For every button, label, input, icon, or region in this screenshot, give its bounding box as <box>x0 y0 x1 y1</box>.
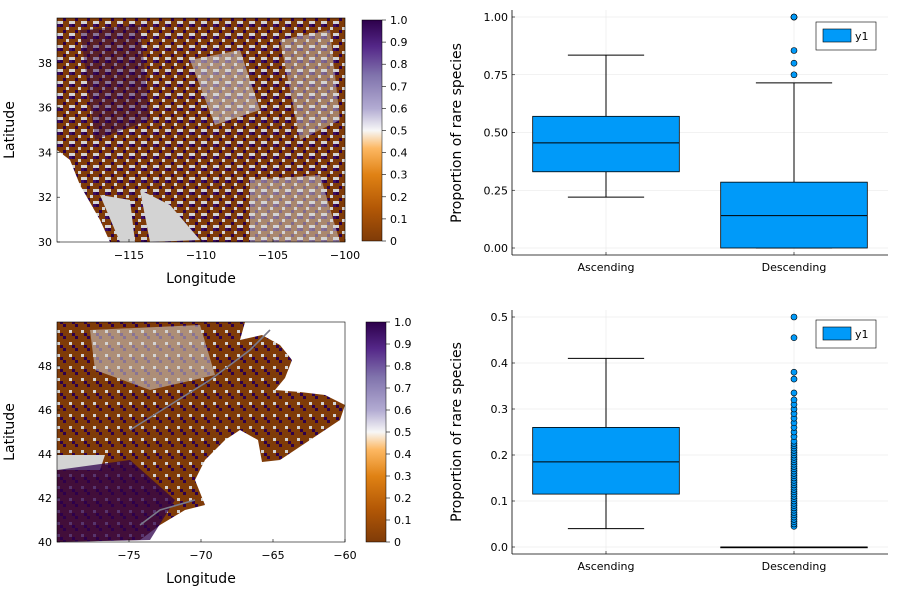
y-tick-label: 0.00 <box>484 242 509 255</box>
x-tick-label: Descending <box>762 261 827 274</box>
colorbar-tick-label: 0.6 <box>394 404 412 417</box>
heatmap-west-panel: −115 −110 −105 −100 30 32 34 36 38 Longitude La… <box>2 14 408 287</box>
y-tick-label: 0.50 <box>484 127 509 140</box>
outlier-point <box>791 397 797 403</box>
x-tick-label: Descending <box>762 560 827 573</box>
boxplot-top-legend-label: y1 <box>855 30 869 43</box>
x-tick-label: −60 <box>333 549 356 562</box>
y-tick-label: 42 <box>38 492 52 505</box>
y-tick-label: 44 <box>38 448 52 461</box>
y-tick-label: 0.1 <box>491 495 509 508</box>
box-descending <box>721 182 868 248</box>
colorbar-tick-label: 0.2 <box>390 191 408 204</box>
colorbar-tick-label: 0.9 <box>390 36 408 49</box>
boxplot-bottom-legend: y1 <box>816 320 876 348</box>
y-tick-label: 36 <box>38 102 52 115</box>
x-tick-label: Ascending <box>577 560 634 573</box>
boxplot-top-legend: y1 <box>816 22 876 50</box>
x-tick-label: −100 <box>330 249 360 262</box>
y-tick-label: 0.0 <box>491 541 509 554</box>
heatmap-west-ylabel: Latitude <box>2 101 18 159</box>
outlier-point <box>791 314 797 320</box>
colorbar-tick-label: 0.9 <box>394 338 412 351</box>
boxplot-top-legend-swatch <box>823 29 851 42</box>
colorbar-tick-label: 1.0 <box>394 316 412 329</box>
y-tick-label: 0.4 <box>491 357 509 370</box>
outlier-point <box>791 335 797 341</box>
heatmap-northeast-colorbar <box>366 322 386 542</box>
outlier-point <box>791 390 797 396</box>
colorbar-tick-label: 0.1 <box>390 213 408 226</box>
boxplot-bottom-legend-swatch <box>823 327 851 340</box>
outlier-point <box>791 72 797 78</box>
x-tick-label: −105 <box>258 249 288 262</box>
heatmap-west-xlabel: Longitude <box>166 271 236 287</box>
colorbar-tick-label: 0.1 <box>394 514 412 527</box>
colorbar-tick-label: 0 <box>390 235 397 248</box>
x-tick-label: −115 <box>114 249 144 262</box>
boxplot-bottom-panel: 0.0 0.1 0.2 0.3 0.4 0.5 Ascending Descending Pr… <box>449 310 888 573</box>
colorbar-tick-label: 0.3 <box>394 470 412 483</box>
x-tick-label: −70 <box>189 549 212 562</box>
boxplot-bottom-legend-label: y1 <box>855 328 869 341</box>
x-tick-label: −75 <box>117 549 140 562</box>
y-tick-label: 1.00 <box>484 11 509 24</box>
colorbar-tick-label: 0.2 <box>394 492 412 505</box>
y-tick-label: 34 <box>38 146 52 159</box>
y-tick-label: 40 <box>38 536 52 549</box>
heatmap-northeast-xlabel: Longitude <box>166 571 236 587</box>
outlier-point <box>791 60 797 66</box>
x-tick-label: Ascending <box>577 261 634 274</box>
heatmap-northeast-colorbar-ticks: 0 0.1 0.2 0.3 0.4 0.5 0.6 0.7 0.8 0.9 1.0 <box>386 316 412 549</box>
heatmap-west-colorbar-ticks: 0 0.1 0.2 0.3 0.4 0.5 0.6 0.7 0.8 0.9 1.0 <box>382 14 408 248</box>
colorbar-tick-label: 0.4 <box>390 147 408 160</box>
boxplot-top-panel: 0.000.250.500.751.00AscendingDescending … <box>449 10 888 274</box>
heatmap-northeast-ylabel: Latitude <box>2 403 18 461</box>
outlier-point <box>791 14 797 20</box>
heatmap-northeast-panel: −75 −70 −65 −60 40 42 44 46 48 Longitude Latitu… <box>2 316 412 587</box>
y-tick-label: 0.3 <box>491 403 509 416</box>
colorbar-tick-label: 0.3 <box>390 169 408 182</box>
colorbar-tick-label: 0.4 <box>394 448 412 461</box>
colorbar-tick-label: 0.6 <box>390 102 408 115</box>
colorbar-tick-label: 1.0 <box>390 14 408 27</box>
colorbar-tick-label: 0.5 <box>390 125 408 138</box>
boxplot-top-ylabel: Proportion of rare species <box>449 43 465 223</box>
colorbar-tick-label: 0.5 <box>394 426 412 439</box>
y-tick-label: 46 <box>38 404 52 417</box>
outlier-point <box>791 47 797 53</box>
colorbar-tick-label: 0 <box>394 536 401 549</box>
box-ascending <box>533 116 680 171</box>
y-tick-label: 38 <box>38 57 52 70</box>
y-tick-label: 0.2 <box>491 449 509 462</box>
y-tick-label: 0.75 <box>484 69 509 82</box>
y-tick-label: 0.5 <box>491 311 509 324</box>
outlier-point <box>791 369 797 375</box>
colorbar-tick-label: 0.7 <box>394 382 412 395</box>
x-tick-label: −110 <box>186 249 216 262</box>
y-tick-label: 30 <box>38 236 52 249</box>
heatmap-west-colorbar <box>362 20 382 241</box>
boxplot-bottom-plot: 0.0 0.1 0.2 0.3 0.4 0.5 Ascending Descending <box>491 310 889 573</box>
colorbar-tick-label: 0.8 <box>390 58 408 71</box>
heatmap-northeast-x-ticks: −75 −70 −65 −60 <box>117 539 356 562</box>
y-tick-label: 0.25 <box>484 184 509 197</box>
outlier-point <box>791 376 797 382</box>
x-tick-label: −65 <box>261 549 284 562</box>
boxplot-bottom-ylabel: Proportion of rare species <box>449 342 465 522</box>
colorbar-tick-label: 0.8 <box>394 360 412 373</box>
box-ascending <box>533 427 680 494</box>
y-tick-label: 48 <box>38 360 52 373</box>
heatmap-west-x-ticks: −115 −110 −105 −100 <box>114 239 360 262</box>
colorbar-tick-label: 0.7 <box>390 80 408 93</box>
y-tick-label: 32 <box>38 191 52 204</box>
